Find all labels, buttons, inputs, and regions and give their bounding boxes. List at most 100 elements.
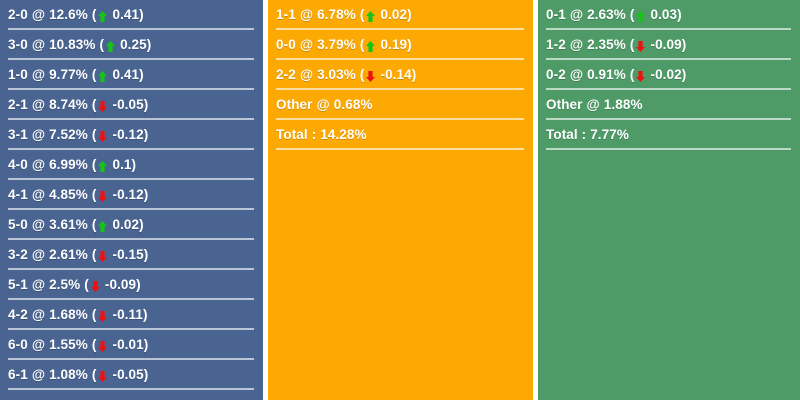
arrow-up-icon [98, 160, 108, 172]
scoreline-label: 6-1 [8, 367, 28, 383]
delta-value: 0.25 [120, 37, 147, 53]
close-paren: ) [407, 37, 412, 53]
scoreline-label: 2-1 [8, 97, 28, 113]
delta-value: -0.14 [380, 67, 412, 83]
scoreline-row[interactable]: 4-1 @4.85%(-0.12) [0, 180, 263, 210]
scoreline-text: 4-0 @6.99%(0.1) [8, 158, 136, 172]
scoreline-label: 2-2 [276, 67, 296, 83]
scoreline-row[interactable]: 0-0 @3.79%(0.19) [268, 30, 533, 60]
scoreline-row[interactable]: 2-1 @8.74%(-0.05) [0, 90, 263, 120]
probability-percent: 9.77% [49, 67, 88, 83]
close-paren: ) [143, 127, 149, 143]
scoreline-label: 0-1 [546, 7, 566, 23]
probability-percent: 2.61% [49, 247, 88, 263]
probability-percent: 7.77% [590, 127, 629, 143]
delta-value: -0.02 [650, 67, 682, 83]
arrow-up-icon [98, 220, 108, 232]
scoreline-text: Total :14.28% [276, 128, 367, 142]
open-paren: ( [99, 37, 105, 53]
at-symbol: @ [31, 277, 46, 293]
close-paren: ) [143, 97, 149, 113]
arrow-down-icon [98, 370, 108, 382]
probability-percent: 1.68% [49, 307, 88, 323]
open-paren: ( [91, 247, 97, 263]
scoreline-row[interactable]: 1-1 @6.78%(0.02) [268, 0, 533, 30]
scoreline-row[interactable]: Other @1.88% [538, 90, 800, 120]
probability-percent: 10.83% [49, 37, 96, 53]
at-symbol: @ [31, 217, 46, 233]
scoreline-row[interactable]: 1-2 @2.35%(-0.09) [538, 30, 800, 60]
scoreline-label: Other [276, 97, 313, 113]
scoreline-row[interactable]: 1-0 @9.77%(0.41) [0, 60, 263, 90]
scoreline-text: 3-2 @2.61%(-0.15) [8, 248, 148, 262]
scoreline-label: 3-1 [8, 127, 28, 143]
arrow-down-icon [366, 70, 376, 82]
scoreline-row[interactable]: 5-0 @3.61%(0.02) [0, 210, 263, 240]
arrow-up-icon [106, 40, 116, 52]
arrow-down-icon [636, 70, 646, 82]
scoreline-row[interactable]: 6-0 @1.55%(-0.01) [0, 330, 263, 360]
close-paren: ) [681, 37, 687, 53]
scoreline-text: 1-1 @6.78%(0.02) [276, 8, 412, 22]
scoreline-row[interactable]: 4-0 @6.99%(0.1) [0, 150, 263, 180]
at-symbol: @ [31, 307, 46, 323]
probability-percent: 8.74% [49, 97, 88, 113]
delta-value: 0.02 [112, 217, 140, 233]
scoreline-label: 1-2 [546, 37, 566, 53]
scoreline-label: 6-0 [8, 337, 28, 353]
close-paren: ) [143, 367, 149, 383]
scoreline-row[interactable]: 2-0 @12.6%(0.41) [0, 0, 263, 30]
scoreline-row[interactable]: Total :7.77% [538, 120, 800, 150]
probability-percent: 2.63% [587, 7, 626, 23]
scoreline-label: 5-0 [8, 217, 28, 233]
at-symbol: @ [299, 67, 314, 83]
scoreline-text: 5-0 @3.61%(0.02) [8, 218, 144, 232]
scoreline-row[interactable]: 3-1 @7.52%(-0.12) [0, 120, 263, 150]
scoreline-text: Other @1.88% [546, 98, 643, 112]
scoreline-label: 3-2 [8, 247, 28, 263]
scoreline-row[interactable]: 2-2 @3.03%(-0.14) [268, 60, 533, 90]
away-win-column: 0-1 @2.63%(0.03) 1-2 @2.35%(-0.09) 0-2 @0.91%… [538, 0, 800, 400]
scoreline-label: Total : [546, 127, 587, 143]
delta-value: -0.09 [104, 277, 137, 293]
open-paren: ( [359, 67, 365, 83]
probability-percent: 1.88% [603, 97, 643, 113]
scoreline-row[interactable]: Total :14.28% [268, 120, 533, 150]
at-symbol: @ [31, 367, 46, 383]
probability-percent: 6.78% [317, 7, 356, 23]
at-symbol: @ [316, 97, 330, 113]
open-paren: ( [91, 157, 97, 173]
scoreline-row[interactable]: 6-1 @1.08%(-0.05) [0, 360, 263, 390]
arrow-down-icon [98, 310, 108, 322]
delta-value: -0.15 [112, 247, 144, 263]
probability-percent: 4.85% [49, 187, 88, 203]
scoreline-text: 3-0 @10.83%(0.25) [8, 38, 151, 52]
at-symbol: @ [31, 247, 46, 263]
delta-value: -0.05 [112, 367, 144, 383]
at-symbol: @ [31, 67, 46, 83]
arrow-down-icon [98, 340, 108, 352]
open-paren: ( [91, 7, 97, 23]
delta-value: -0.01 [112, 337, 144, 353]
at-symbol: @ [569, 67, 584, 83]
scoreline-row[interactable]: 4-2 @1.68%(-0.11) [0, 300, 263, 330]
open-paren: ( [91, 187, 97, 203]
scoreline-label: Other [546, 97, 583, 113]
delta-value: -0.11 [112, 307, 143, 323]
scoreline-row[interactable]: 5-1 @2.5%(-0.09) [0, 270, 263, 300]
column-divider [263, 0, 268, 400]
open-paren: ( [629, 37, 635, 53]
scoreline-row[interactable]: Other @0.68% [268, 90, 533, 120]
draw-column: 1-1 @6.78%(0.02) 0-0 @3.79%(0.19) 2-2 @3.03%(… [268, 0, 533, 400]
close-paren: ) [131, 157, 137, 173]
scoreline-row[interactable]: 0-2 @0.91%(-0.02) [538, 60, 800, 90]
arrow-up-icon [98, 70, 108, 82]
scoreline-row[interactable]: 0-1 @2.63%(0.03) [538, 0, 800, 30]
open-paren: ( [359, 7, 365, 23]
scoreline-text: 3-1 @7.52%(-0.12) [8, 128, 148, 142]
scoreline-row[interactable]: 3-0 @10.83%(0.25) [0, 30, 263, 60]
scoreline-text: 6-1 @1.08%(-0.05) [8, 368, 148, 382]
probability-percent: 6.99% [49, 157, 88, 173]
scoreline-row[interactable]: 3-2 @2.61%(-0.15) [0, 240, 263, 270]
delta-value: 0.41 [112, 7, 140, 23]
